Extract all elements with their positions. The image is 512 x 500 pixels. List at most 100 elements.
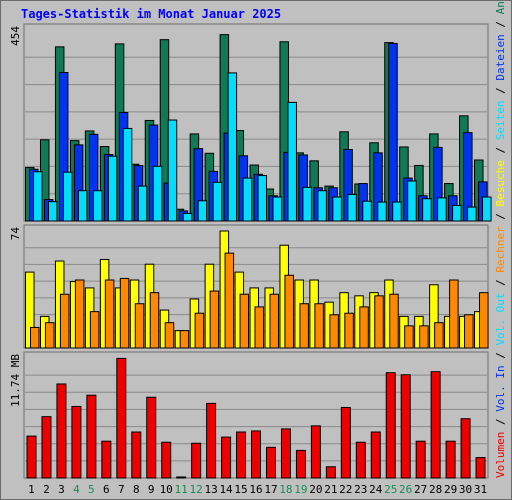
bar-volumen-day-31	[475, 457, 486, 479]
bar-seiten-day-22	[347, 193, 357, 222]
bar-seiten-day-27	[422, 198, 432, 222]
x-tick-day-16: 16	[249, 483, 262, 496]
legend-vol-in: Vol. In	[494, 365, 507, 411]
bar-volumen-day-22	[340, 406, 351, 479]
bar-volumen-day-17	[265, 446, 276, 479]
x-tick-day-21: 21	[324, 483, 337, 496]
bar-volumen-day-13	[206, 402, 217, 479]
legend-volumen: Volumen	[494, 432, 507, 478]
bar-rechner-day-16	[254, 306, 265, 349]
bar-volumen-day-11	[176, 476, 187, 479]
x-tick-day-24: 24	[369, 483, 383, 496]
legend-rechner: Rechner	[494, 226, 507, 273]
bar-seiten-day-25	[392, 201, 402, 222]
bar-rechner-day-9	[149, 292, 160, 349]
x-tick-day-15: 15	[234, 483, 247, 496]
x-tick-day-17: 17	[264, 483, 277, 496]
x-tick-day-13: 13	[204, 483, 217, 496]
bar-seiten-day-3	[62, 171, 73, 222]
legend-sep: /	[494, 81, 507, 101]
bar-rechner-day-20	[314, 303, 324, 349]
bar-volumen-day-25	[385, 372, 396, 479]
bar-seiten-day-9	[152, 165, 163, 222]
bar-volumen-day-15	[236, 431, 247, 479]
x-tick-day-8: 8	[133, 483, 140, 496]
bar-rechner-day-2	[44, 322, 55, 349]
x-tick-day-9: 9	[148, 483, 155, 496]
bar-rechner-day-14	[224, 252, 235, 349]
legend-seiten: Seiten	[494, 100, 507, 140]
bar-seiten-day-24	[377, 201, 387, 222]
bar-rechner-day-31	[479, 292, 489, 349]
bar-volumen-day-30	[460, 418, 471, 479]
bar-seiten-day-16	[257, 175, 268, 222]
bar-rechner-day-11	[179, 330, 190, 349]
bar-seiten-day-8	[137, 185, 148, 222]
bar-seiten-day-14	[227, 72, 238, 222]
x-tick-day-22: 22	[339, 483, 352, 496]
bar-rechner-day-7	[119, 277, 130, 349]
bar-volumen-day-9	[146, 396, 157, 479]
bar-besuche-day-28	[429, 284, 439, 349]
bar-volumen-day-14	[221, 436, 232, 479]
x-tick-day-23: 23	[354, 483, 367, 496]
bar-rechner-day-13	[209, 290, 220, 349]
x-tick-day-10: 10	[160, 483, 173, 496]
x-tick-day-12: 12	[190, 483, 203, 496]
bar-seiten-day-23	[362, 200, 372, 222]
bar-seiten-day-12	[197, 200, 208, 222]
bar-rechner-day-25	[389, 293, 399, 349]
bar-volumen-day-7	[116, 357, 127, 479]
bar-rechner-day-26	[404, 325, 414, 349]
legend-anfragen: Anfragen	[494, 0, 507, 14]
bar-rechner-day-17	[269, 293, 279, 349]
legend-sep: /	[494, 206, 507, 226]
bar-volumen-day-16	[251, 430, 262, 479]
bar-seiten-day-29	[452, 204, 462, 222]
bar-seiten-day-11	[182, 212, 193, 222]
x-tick-day-26: 26	[399, 483, 412, 496]
bar-seiten-day-6	[107, 155, 118, 222]
bar-seiten-day-18	[287, 101, 297, 222]
bar-rechner-day-6	[104, 279, 115, 349]
legend: Volumen / Vol. In / Vol. Out / Rechner /…	[494, 0, 507, 478]
bar-rechner-day-8	[134, 303, 145, 349]
bar-volumen-day-26	[400, 374, 411, 479]
bar-volumen-day-27	[415, 440, 426, 479]
bar-dateien-day-25	[388, 42, 398, 222]
x-tick-day-5: 5	[88, 483, 95, 496]
y-max-label-hits: 454	[9, 26, 22, 46]
x-tick-day-28: 28	[429, 483, 442, 496]
bar-seiten-day-19	[302, 186, 312, 222]
legend-sep: /	[494, 14, 507, 34]
bar-rechner-day-21	[329, 314, 339, 349]
bar-seiten-day-15	[242, 177, 253, 222]
bar-rechner-day-29	[449, 279, 459, 349]
bar-rechner-day-18	[284, 274, 294, 349]
bar-rechner-day-3	[59, 293, 70, 349]
bar-volumen-day-28	[430, 371, 441, 479]
bar-volumen-day-21	[325, 466, 336, 479]
bar-volumen-day-2	[41, 416, 52, 479]
bar-volumen-day-5	[86, 394, 97, 479]
bar-rechner-day-22	[344, 312, 354, 349]
bar-volumen-day-12	[191, 442, 202, 479]
bar-seiten-day-28	[437, 197, 447, 222]
bar-volumen-day-3	[56, 383, 67, 479]
bar-rechner-day-12	[194, 312, 205, 349]
bar-rechner-day-28	[434, 322, 444, 349]
x-tick-day-4: 4	[73, 483, 80, 496]
bar-rechner-day-5	[89, 311, 100, 349]
bar-volumen-day-20	[310, 425, 321, 479]
x-tick-day-29: 29	[444, 483, 457, 496]
bar-seiten-day-20	[317, 190, 327, 222]
legend-besuche: Besuche	[494, 160, 507, 206]
bar-seiten-day-21	[332, 196, 342, 222]
y-max-label-visits: 74	[9, 227, 22, 241]
chart-title: Tages-Statistik im Monat Januar 2025	[21, 7, 282, 21]
bar-volumen-day-23	[355, 441, 366, 479]
bar-seiten-day-13	[212, 181, 223, 222]
x-tick-day-2: 2	[43, 483, 50, 496]
x-tick-day-18: 18	[279, 483, 292, 496]
